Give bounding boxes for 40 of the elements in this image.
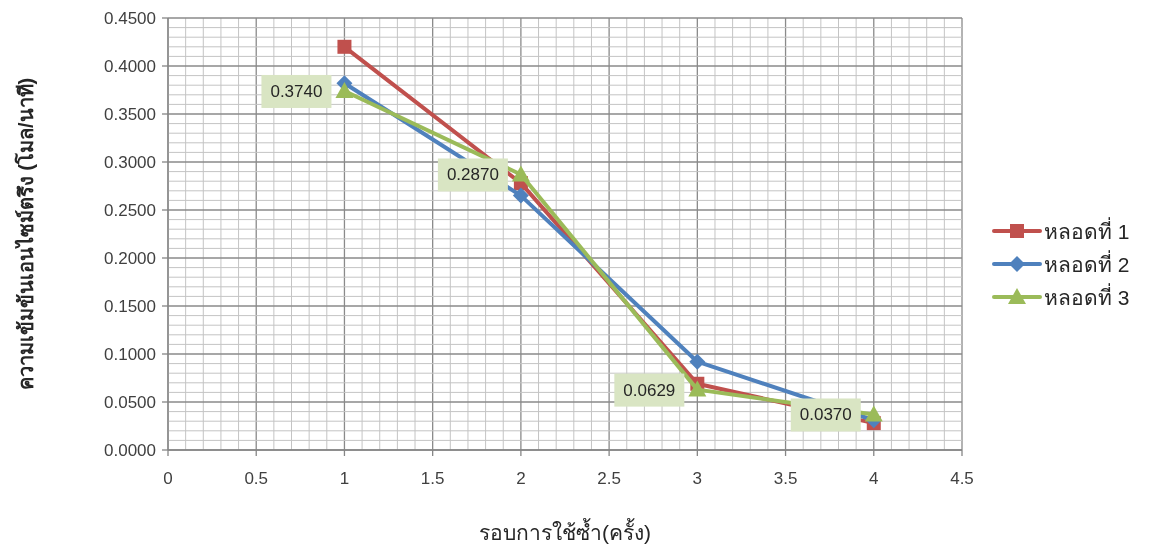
y-tick-label: 0.3500 <box>104 105 156 124</box>
x-tick-label: 0.5 <box>244 469 269 488</box>
point <box>512 187 529 204</box>
y-tick-label: 0.2500 <box>104 201 156 220</box>
data-label: 0.3740 <box>270 81 323 101</box>
data-label: 0.0629 <box>623 380 676 400</box>
point <box>688 380 707 397</box>
x-tick-label: 3 <box>692 469 703 488</box>
label: 0.2870 <box>437 158 508 192</box>
x-tick-label: 4.5 <box>950 469 974 488</box>
x-axis-title: รอบการใช้ซ้ำ(ครั้ง) <box>479 518 651 544</box>
y-tick-label: 0.2000 <box>104 249 156 268</box>
y-tick-label: 0.1500 <box>104 297 156 316</box>
x-tick-label: 3.5 <box>773 469 798 488</box>
legend-label: หลอดที่ 3 <box>1044 283 1130 309</box>
y-tick-label: 0.4000 <box>104 57 156 76</box>
point <box>689 353 706 370</box>
y-tick-label: 0.1000 <box>104 345 156 364</box>
point <box>864 405 883 422</box>
x-tick-label: 1 <box>339 469 350 488</box>
legend-label: หลอดที่ 2 <box>1044 250 1130 276</box>
y-tick-label: 0.0000 <box>104 441 156 460</box>
x-tick-label: 1.5 <box>420 469 445 488</box>
point <box>511 165 530 182</box>
y-tick-label: 0.3000 <box>104 153 156 172</box>
data-label: 0.2870 <box>446 165 499 185</box>
label: 0.3740 <box>261 74 332 108</box>
label: 0.0629 <box>614 373 685 407</box>
label: 0.0370 <box>790 398 861 432</box>
x-tick-label: 2 <box>516 469 526 488</box>
y-tick-label: 0.4500 <box>104 9 156 28</box>
x-tick-label: 2.5 <box>597 469 621 488</box>
point <box>335 81 354 98</box>
y-tick-label: 0.0500 <box>104 393 156 412</box>
data-label: 0.0370 <box>799 405 852 425</box>
x-tick-label: 4 <box>869 469 879 488</box>
y-axis-title: ความเข้มข้นเอนไซม์ตรึง (โมล/นาที) <box>14 77 37 391</box>
x-tick-label: 0 <box>163 469 173 488</box>
point <box>337 39 352 54</box>
legend-label: หลอดที่ 1 <box>1044 217 1130 243</box>
